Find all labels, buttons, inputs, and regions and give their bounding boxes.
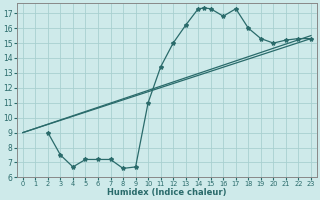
- X-axis label: Humidex (Indice chaleur): Humidex (Indice chaleur): [107, 188, 227, 197]
